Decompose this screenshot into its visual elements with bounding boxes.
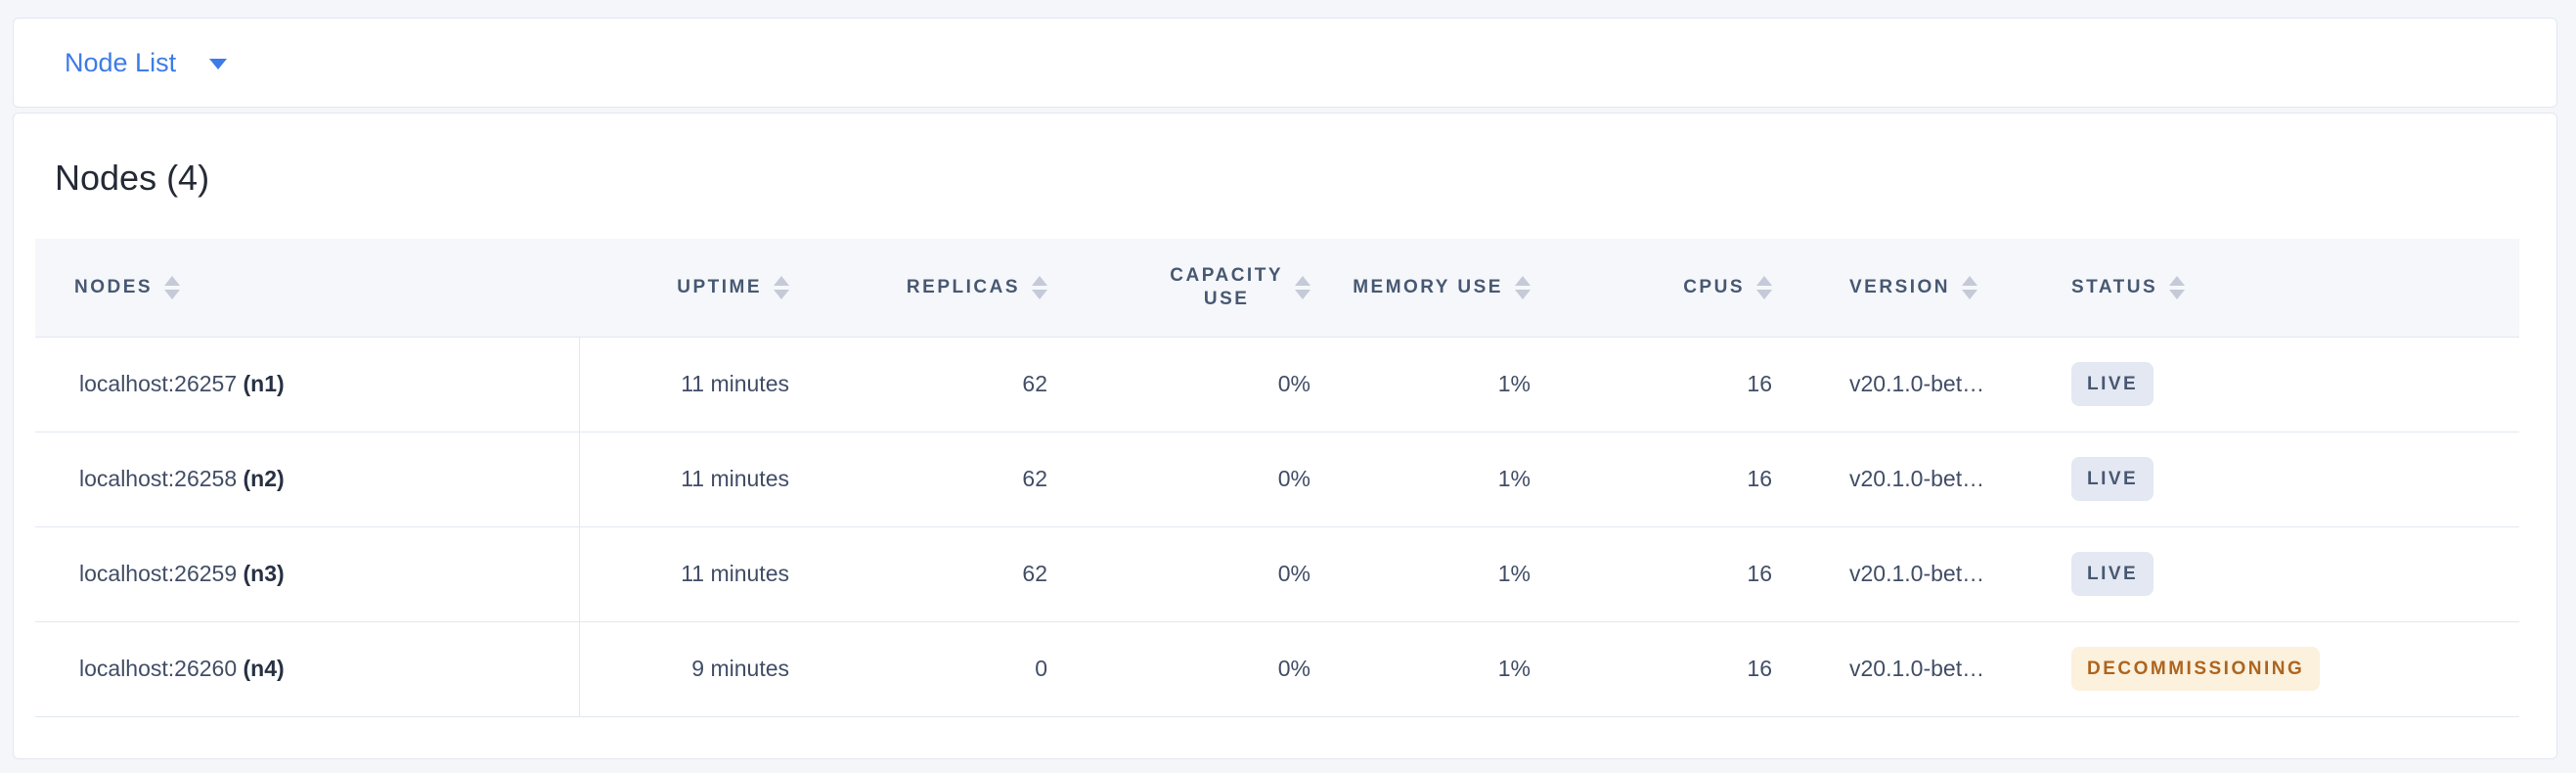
view-selector-dropdown[interactable]: Node List (65, 47, 228, 78)
column-header-cpus[interactable]: CPUS (1554, 239, 1796, 338)
status-badge: LIVE (2071, 457, 2154, 501)
column-label: UPTIME (677, 276, 762, 297)
table-header-row: NODES UPTIME REPLICAS (35, 239, 2519, 338)
status-cell: DECOMMISSIONING (2045, 621, 2519, 717)
sort-icon (2169, 275, 2186, 299)
replicas-cell: 0 (813, 621, 1071, 717)
caret-down-icon (209, 59, 228, 69)
uptime-cell: 9 minutes (579, 621, 813, 717)
status-cell: LIVE (2045, 526, 2519, 622)
sort-icon (1295, 275, 1310, 299)
capacity-use-cell: 0% (1071, 621, 1334, 717)
sort-icon (1515, 275, 1531, 299)
node-address-cell: localhost:26259 (n3) (35, 526, 580, 622)
cpus-cell: 16 (1554, 432, 1796, 527)
nodes-card: Nodes (4) NODES UPTIME (13, 113, 2557, 759)
cpus-cell: 16 (1554, 526, 1796, 622)
replicas-cell: 62 (813, 432, 1071, 527)
uptime-cell: 11 minutes (579, 526, 813, 622)
column-header-memory-use[interactable]: MEMORY USE (1334, 239, 1554, 338)
memory-use-cell: 1% (1334, 621, 1554, 717)
page-title: Nodes (4) (55, 158, 210, 198)
column-label: CAPACITY USE (1170, 264, 1283, 309)
capacity-use-cell: 0% (1071, 526, 1334, 622)
status-cell: LIVE (2045, 337, 2519, 432)
capacity-use-cell: 0% (1071, 337, 1334, 432)
sort-icon (164, 275, 181, 299)
uptime-cell: 11 minutes (579, 337, 813, 432)
status-badge: LIVE (2071, 552, 2154, 596)
column-label: MEMORY USE (1353, 276, 1503, 297)
view-selector-card: Node List (13, 18, 2557, 108)
nodes-table: NODES UPTIME REPLICAS (35, 239, 2519, 717)
memory-use-cell: 1% (1334, 432, 1554, 527)
column-header-uptime[interactable]: UPTIME (579, 239, 813, 338)
node-id: (n3) (243, 561, 285, 586)
column-header-capacity-use[interactable]: CAPACITY USE (1071, 239, 1334, 338)
capacity-use-cell: 0% (1071, 432, 1334, 527)
sort-icon (1756, 275, 1772, 299)
replicas-cell: 62 (813, 337, 1071, 432)
sort-icon (1962, 275, 1978, 299)
version-cell: v20.1.0-bet… (1796, 432, 2045, 527)
node-address-cell: localhost:26260 (n4) (35, 621, 580, 717)
node-address-cell: localhost:26258 (n2) (35, 432, 580, 527)
column-header-replicas[interactable]: REPLICAS (813, 239, 1071, 338)
version-cell: v20.1.0-bet… (1796, 621, 2045, 717)
table-row: localhost:26258 (n2) 11 minutes 62 0% 1%… (35, 432, 2519, 527)
status-badge: LIVE (2071, 362, 2154, 406)
replicas-cell: 62 (813, 526, 1071, 622)
memory-use-cell: 1% (1334, 337, 1554, 432)
node-id: (n4) (243, 656, 285, 681)
nodes-table-wrap: NODES UPTIME REPLICAS (35, 239, 2519, 717)
table-row: localhost:26260 (n4) 9 minutes 0 0% 1% 1… (35, 621, 2519, 717)
table-row: localhost:26259 (n3) 11 minutes 62 0% 1%… (35, 526, 2519, 622)
view-selector-label: Node List (65, 47, 177, 77)
sort-icon (1032, 275, 1047, 299)
column-header-status[interactable]: STATUS (2045, 239, 2519, 338)
node-id: (n2) (243, 466, 285, 491)
column-header-version[interactable]: VERSION (1796, 239, 2045, 338)
sort-icon (774, 275, 789, 299)
column-label: CPUS (1683, 276, 1745, 297)
cpus-cell: 16 (1554, 621, 1796, 717)
table-row: localhost:26257 (n1) 11 minutes 62 0% 1%… (35, 337, 2519, 432)
column-label: VERSION (1849, 276, 1951, 297)
node-address-cell: localhost:26257 (n1) (35, 337, 580, 432)
cpus-cell: 16 (1554, 337, 1796, 432)
uptime-cell: 11 minutes (579, 432, 813, 527)
node-id: (n1) (243, 371, 285, 396)
column-label: STATUS (2071, 276, 2158, 297)
version-cell: v20.1.0-bet… (1796, 337, 2045, 432)
memory-use-cell: 1% (1334, 526, 1554, 622)
column-label: REPLICAS (906, 276, 1020, 297)
column-label: NODES (74, 276, 154, 297)
version-cell: v20.1.0-bet… (1796, 526, 2045, 622)
status-cell: LIVE (2045, 432, 2519, 527)
status-badge: DECOMMISSIONING (2071, 647, 2321, 691)
column-header-nodes[interactable]: NODES (35, 239, 579, 338)
